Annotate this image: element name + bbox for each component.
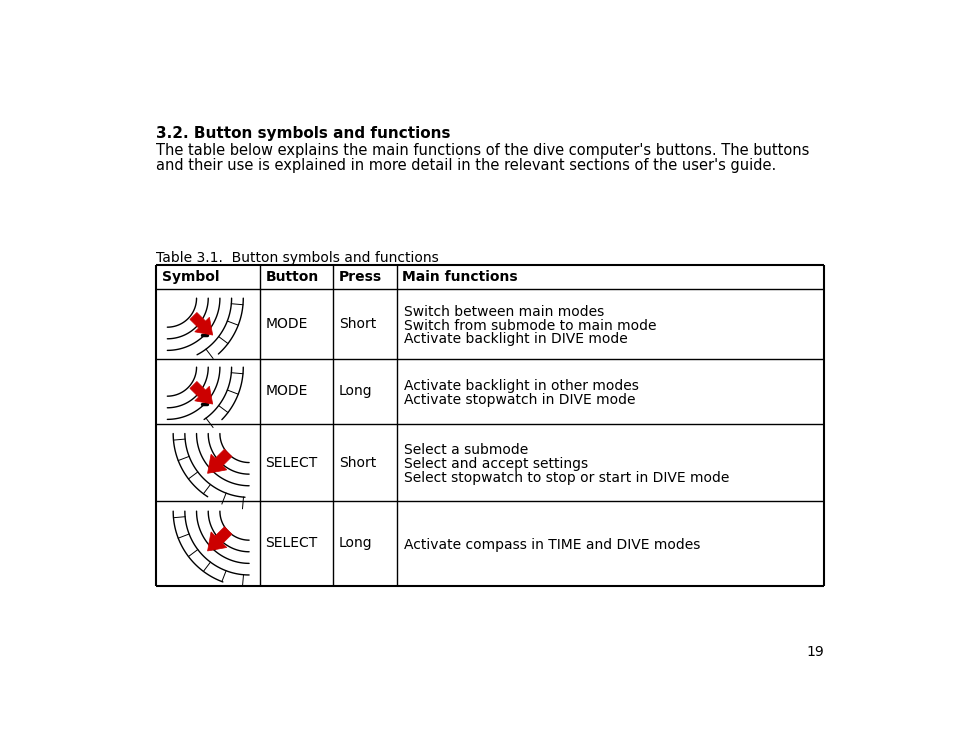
Polygon shape xyxy=(190,382,213,404)
Text: Select stopwatch to stop or start in DIVE mode: Select stopwatch to stop or start in DIV… xyxy=(403,471,728,485)
Polygon shape xyxy=(208,449,232,473)
Text: The table below explains the main functions of the dive computer's buttons. The : The table below explains the main functi… xyxy=(156,143,809,158)
Text: SELECT: SELECT xyxy=(265,456,317,469)
Text: Short: Short xyxy=(338,456,375,469)
Polygon shape xyxy=(208,527,232,551)
Text: Select a submode: Select a submode xyxy=(403,443,528,457)
Text: Activate backlight in other modes: Activate backlight in other modes xyxy=(403,379,639,393)
Text: MODE: MODE xyxy=(265,384,308,398)
Text: 19: 19 xyxy=(806,645,823,659)
Text: SELECT: SELECT xyxy=(265,537,317,550)
Text: Activate stopwatch in DIVE mode: Activate stopwatch in DIVE mode xyxy=(403,393,635,407)
Text: Short: Short xyxy=(338,317,375,331)
Text: MODE: MODE xyxy=(265,317,308,331)
Text: Table 3.1.  Button symbols and functions: Table 3.1. Button symbols and functions xyxy=(156,251,438,265)
Text: Press: Press xyxy=(338,270,381,284)
Text: Long: Long xyxy=(338,384,372,398)
Text: and their use is explained in more detail in the relevant sections of the user's: and their use is explained in more detai… xyxy=(156,159,776,173)
Text: Activate compass in TIME and DIVE modes: Activate compass in TIME and DIVE modes xyxy=(403,538,700,552)
Text: Switch from submode to main mode: Switch from submode to main mode xyxy=(403,318,656,333)
Text: Button: Button xyxy=(265,270,318,284)
Text: Select and accept settings: Select and accept settings xyxy=(403,457,587,471)
Polygon shape xyxy=(190,312,213,335)
Text: Activate backlight in DIVE mode: Activate backlight in DIVE mode xyxy=(403,333,627,346)
Text: Main functions: Main functions xyxy=(402,270,517,284)
Text: Switch between main modes: Switch between main modes xyxy=(403,305,603,319)
Text: Long: Long xyxy=(338,537,372,550)
Text: Symbol: Symbol xyxy=(162,270,219,284)
Text: 3.2. Button symbols and functions: 3.2. Button symbols and functions xyxy=(156,126,451,141)
